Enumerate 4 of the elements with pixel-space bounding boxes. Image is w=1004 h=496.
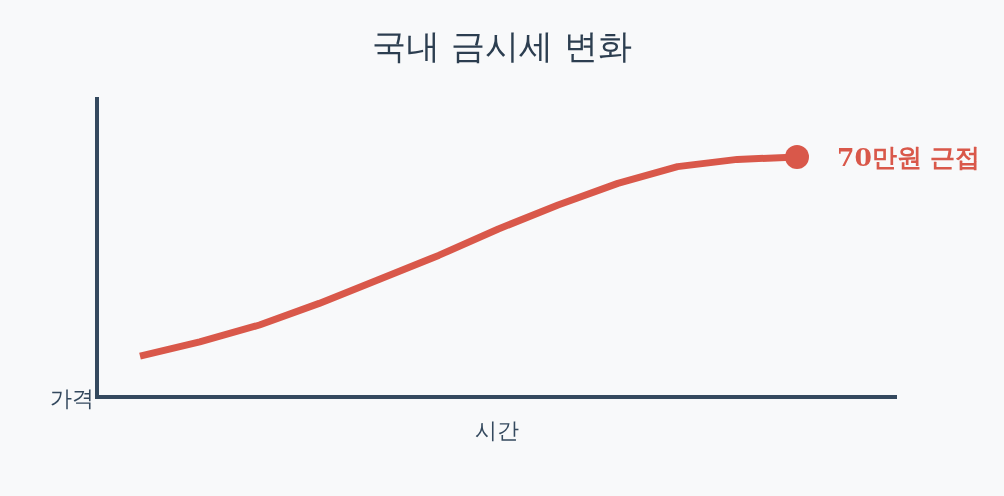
- text: 70만원 근접: [837, 143, 981, 172]
- x-axis-title: 시간: [475, 418, 519, 443]
- y-axis-title: 가격: [50, 386, 94, 411]
- chart-title: 국내 금시세 변화: [372, 26, 632, 66]
